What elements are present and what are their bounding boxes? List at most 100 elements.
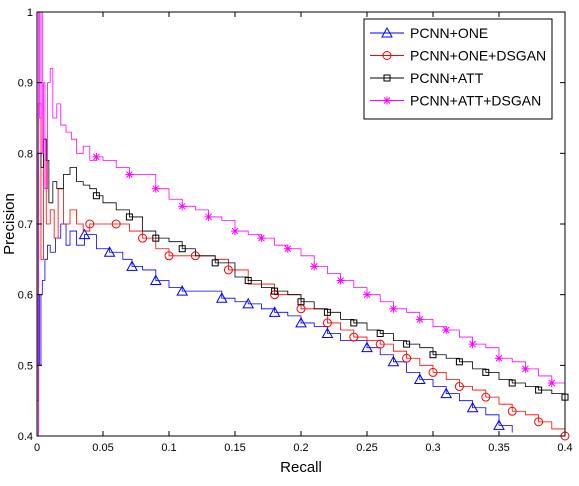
data-point-circle — [349, 332, 359, 342]
data-point-square — [152, 234, 160, 242]
series-line — [37, 223, 513, 433]
data-point-star — [468, 340, 477, 349]
legend-item: PCNN+ONE+DSGAN — [370, 48, 546, 64]
data-point-circle — [138, 233, 148, 243]
data-point-triangle — [78, 228, 91, 240]
data-point-triangle — [126, 260, 138, 271]
data-point-circle — [223, 265, 233, 275]
x-tick-label: 0.15 — [224, 442, 245, 454]
data-point-square — [92, 192, 100, 200]
data-point-square — [178, 245, 186, 253]
axis-ticks: 0 0.05 0.1 0.15 0.2 0.25 0.3 0.35 0.4 0.4 0.5 0.6 0.… — [18, 7, 573, 454]
data-point-star — [442, 326, 451, 334]
data-point-star — [547, 379, 556, 387]
data-point-circle — [454, 382, 464, 392]
legend: PCNN+ONE PCNN+ONE+DSGAN PCNN+ATT PCNN+ATT+D… — [363, 18, 553, 120]
data-point-star — [521, 364, 530, 373]
data-point-circle — [85, 219, 95, 229]
x-tick-label: 0.3 — [425, 442, 440, 454]
y-tick-label: 0.9 — [18, 78, 33, 90]
data-point-circle — [481, 392, 491, 402]
legend-item: PCNN+ONE — [370, 25, 488, 41]
data-point-star — [283, 244, 292, 253]
data-point-star — [151, 184, 160, 193]
x-tick-label: 0.4 — [557, 442, 572, 454]
data-point-square — [429, 351, 437, 359]
data-point-star — [125, 170, 134, 179]
data-point-square — [125, 213, 133, 221]
data-point-square — [297, 298, 305, 306]
y-tick-label: 0.6 — [18, 290, 33, 302]
data-point-triangle — [242, 297, 255, 309]
data-point-circle — [507, 406, 517, 416]
series-1 — [37, 223, 513, 433]
legend-label: PCNN+ATT — [410, 70, 484, 86]
data-point-square — [323, 308, 331, 316]
series-line — [37, 138, 566, 437]
data-point-triangle — [493, 419, 505, 430]
data-point-square — [211, 259, 219, 267]
data-point-square — [482, 368, 490, 376]
legend-label: PCNN+ONE+DSGAN — [410, 48, 546, 64]
data-point-triangle — [413, 373, 426, 384]
x-tick-label: 0 — [34, 442, 40, 454]
data-point-triangle — [176, 285, 189, 296]
data-point-circle — [164, 251, 174, 261]
x-tick-label: 0.05 — [92, 442, 113, 454]
data-point-triangle — [103, 246, 116, 257]
x-tick-label: 0.35 — [488, 442, 509, 454]
y-tick-label: 1 — [27, 7, 33, 19]
data-point-square — [376, 330, 384, 338]
series-line — [37, 11, 566, 437]
y-tick-label: 0.8 — [18, 148, 33, 160]
data-point-star — [310, 262, 319, 271]
data-point-star — [495, 354, 503, 363]
legend-item: PCNN+ATT — [370, 70, 484, 86]
data-point-square — [508, 379, 516, 387]
data-point-square — [350, 319, 358, 327]
legend-item: PCNN+ATT+DSGAN — [370, 93, 541, 109]
data-point-circle — [375, 339, 385, 349]
x-axis-label: Recall — [280, 459, 322, 476]
series-3 — [37, 138, 569, 437]
data-point-triangle — [268, 306, 281, 317]
series-4 — [37, 11, 566, 437]
y-tick-label: 0.7 — [18, 219, 33, 231]
data-point-star — [415, 315, 424, 324]
x-tick-label: 0.25 — [356, 442, 377, 454]
data-point-star — [231, 227, 239, 236]
data-point-square — [383, 74, 391, 82]
x-tick-label: 0.1 — [161, 442, 176, 454]
data-point-square — [403, 340, 411, 348]
data-point-star — [178, 202, 187, 211]
data-point-triangle — [215, 292, 228, 303]
data-point-triangle — [466, 401, 479, 413]
series-layer — [37, 11, 570, 441]
data-point-star — [336, 276, 345, 285]
data-point-square — [271, 287, 279, 295]
data-point-triangle — [321, 327, 334, 339]
data-point-star — [363, 290, 371, 299]
data-point-triangle — [381, 26, 393, 38]
data-point-triangle — [149, 274, 162, 286]
data-point-circle — [111, 219, 121, 229]
data-point-square — [244, 277, 252, 285]
y-tick-label: 0.5 — [18, 360, 33, 372]
data-point-triangle — [361, 341, 373, 353]
data-point-circle — [322, 318, 332, 328]
data-point-triangle — [387, 355, 400, 367]
legend-label: PCNN+ONE — [410, 25, 488, 41]
y-tick-label: 0.4 — [18, 431, 33, 443]
data-point-star — [383, 96, 391, 105]
legend-box — [363, 18, 553, 120]
data-point-star — [389, 304, 398, 313]
legend-label: PCNN+ATT+DSGAN — [410, 93, 541, 109]
data-point-square — [455, 358, 463, 366]
data-point-star — [204, 212, 213, 221]
data-point-circle — [534, 417, 544, 427]
data-point-circle — [402, 353, 412, 363]
y-axis-label: Precision — [1, 193, 18, 255]
data-point-circle — [382, 51, 392, 60]
x-tick-label: 0.2 — [293, 442, 308, 454]
